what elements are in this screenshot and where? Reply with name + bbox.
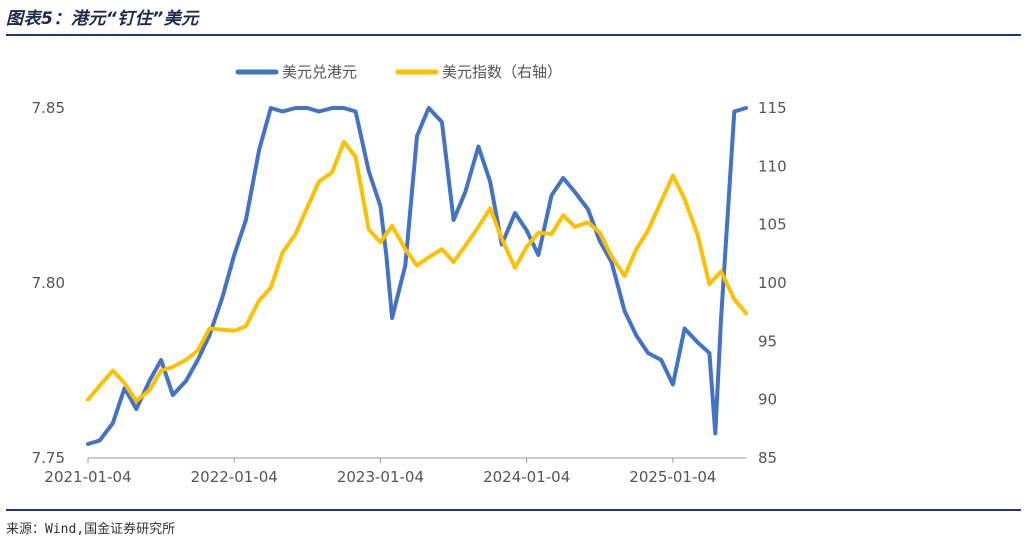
series-layer — [86, 106, 748, 446]
x-tick-label: 2025-01-04 — [629, 468, 716, 486]
legend: 美元兑港元 美元指数（右轴） — [235, 63, 562, 81]
axes: 2021-01-04 2022-01-04 2023-01-04 2024-01-04… — [32, 99, 787, 486]
x-tick-label: 2022-01-04 — [191, 468, 278, 486]
y-right-tick-label: 105 — [758, 216, 787, 234]
series-line-dxy — [86, 139, 748, 403]
top-divider — [6, 34, 1021, 36]
source-note: 来源：Wind,国金证券研究所 — [6, 522, 176, 537]
chart-title: 图表5：港元“钉住”美元 — [6, 9, 199, 29]
y-right-tick-label: 95 — [758, 332, 777, 350]
y-right-tick-label: 100 — [758, 274, 787, 292]
y-right-tick-label: 110 — [758, 157, 787, 175]
y-right-tick-label: 115 — [758, 99, 787, 117]
x-tick-label: 2024-01-04 — [483, 468, 570, 486]
y-left-tick-label: 7.85 — [32, 99, 65, 117]
y-left-tick-label: 7.80 — [32, 274, 65, 292]
x-tick-label: 2023-01-04 — [337, 468, 424, 486]
x-tick-label: 2021-01-04 — [44, 468, 131, 486]
legend-label-usdhkd: 美元兑港元 — [282, 63, 357, 81]
legend-label-dxy: 美元指数（右轴） — [442, 63, 562, 81]
y-right-tick-label: 90 — [758, 391, 777, 409]
y-right-tick-label: 85 — [758, 449, 777, 467]
series-line-usdhkd — [86, 106, 748, 446]
bottom-divider — [6, 509, 1021, 511]
y-left-tick-label: 7.75 — [32, 449, 65, 467]
